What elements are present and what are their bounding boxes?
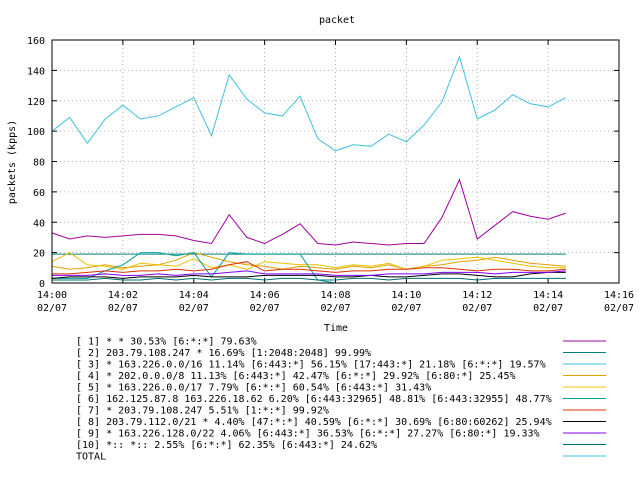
y-axis-ticks: 0 20 40 60 80 100 120 140 160	[27, 36, 619, 290]
x-tick-label: 14:02	[108, 290, 138, 301]
x-tick-label: 14:08	[320, 290, 350, 301]
legend-label-10: [10] *:: *:: 2.55% [6:*:*] 62.35% [6:443…	[76, 440, 377, 451]
x-tick-date: 02/07	[604, 303, 634, 314]
plot-frame	[51, 39, 620, 284]
x-tick-label: 14:10	[391, 290, 421, 301]
gridlines	[52, 40, 619, 283]
y-tick-label: 100	[27, 127, 45, 138]
legend-label-3: [ 3] * 163.226.0.0/16 11.14% [6:443:*] 5…	[76, 360, 546, 371]
x-tick-label: 14:12	[462, 290, 492, 301]
legend-label-6: [ 6] 162.125.87.8 163.226.18.62 6.20% [6…	[76, 394, 552, 405]
x-tick-date: 02/07	[320, 303, 350, 314]
x-tick-label: 14:04	[179, 290, 209, 301]
x-tick-label: 14:00	[37, 290, 67, 301]
legend-label-7: [ 7] * 203.79.108.247 5.51% [1:*:*] 99.9…	[76, 406, 329, 417]
legend-label-1: [ 1] * * 30.53% [6:*:*] 79.63%	[76, 337, 257, 348]
x-tick-date: 02/07	[37, 303, 67, 314]
x-tick-date: 02/07	[462, 303, 492, 314]
legend-label-4: [ 4] * 202.0.0.0/8 11.13% [6:443:*] 42.4…	[76, 371, 516, 382]
y-tick-label: 80	[33, 158, 45, 169]
series-line-8	[51, 271, 566, 279]
legend-label-8: [ 8] 203.79.112.0/21 * 4.40% [47:*:*] 40…	[76, 417, 552, 428]
y-tick-label: 140	[27, 66, 45, 77]
series-lines	[51, 55, 567, 284]
legend-label-9: [ 9] * 163.226.128.0/22 4.06% [6:443:*] …	[76, 429, 540, 440]
y-axis-label: packets (kpps)	[7, 120, 18, 204]
chart-title: packet	[319, 15, 355, 26]
x-tick-date: 02/07	[533, 303, 563, 314]
series-line-6	[52, 252, 566, 284]
legend-label-2: [ 2] 203.79.108.247 * 16.69% [1:2048:204…	[76, 348, 371, 359]
series-line-3	[51, 55, 567, 152]
x-tick-label: 14:16	[604, 290, 634, 301]
series-line-9	[52, 270, 566, 276]
x-tick-date: 02/07	[179, 303, 209, 314]
series-line-7	[52, 261, 566, 275]
x-tick-date: 02/07	[250, 303, 280, 314]
legend: [ 1] * * 30.53% [6:*:*] 79.63%[ 2] 203.7…	[76, 337, 606, 463]
legend-label-total: TOTAL	[76, 452, 106, 463]
x-tick-date: 02/07	[391, 303, 421, 314]
y-tick-label: 120	[27, 97, 45, 108]
y-tick-label: 40	[33, 218, 45, 229]
x-tick-label: 14:06	[250, 290, 280, 301]
y-tick-label: 60	[33, 188, 45, 199]
series-line-5	[51, 252, 566, 270]
x-axis-label: Time	[324, 323, 348, 334]
y-tick-label: 0	[39, 279, 45, 290]
x-tick-label: 14:14	[533, 290, 563, 301]
x-tick-date: 02/07	[108, 303, 138, 314]
y-tick-label: 20	[33, 249, 45, 260]
series-line-1	[51, 178, 566, 246]
series-line-10	[52, 277, 566, 281]
legend-label-5: [ 5] * 163.226.0.0/17 7.79% [6:*:*] 60.5…	[76, 383, 431, 394]
y-tick-label: 160	[27, 36, 45, 47]
